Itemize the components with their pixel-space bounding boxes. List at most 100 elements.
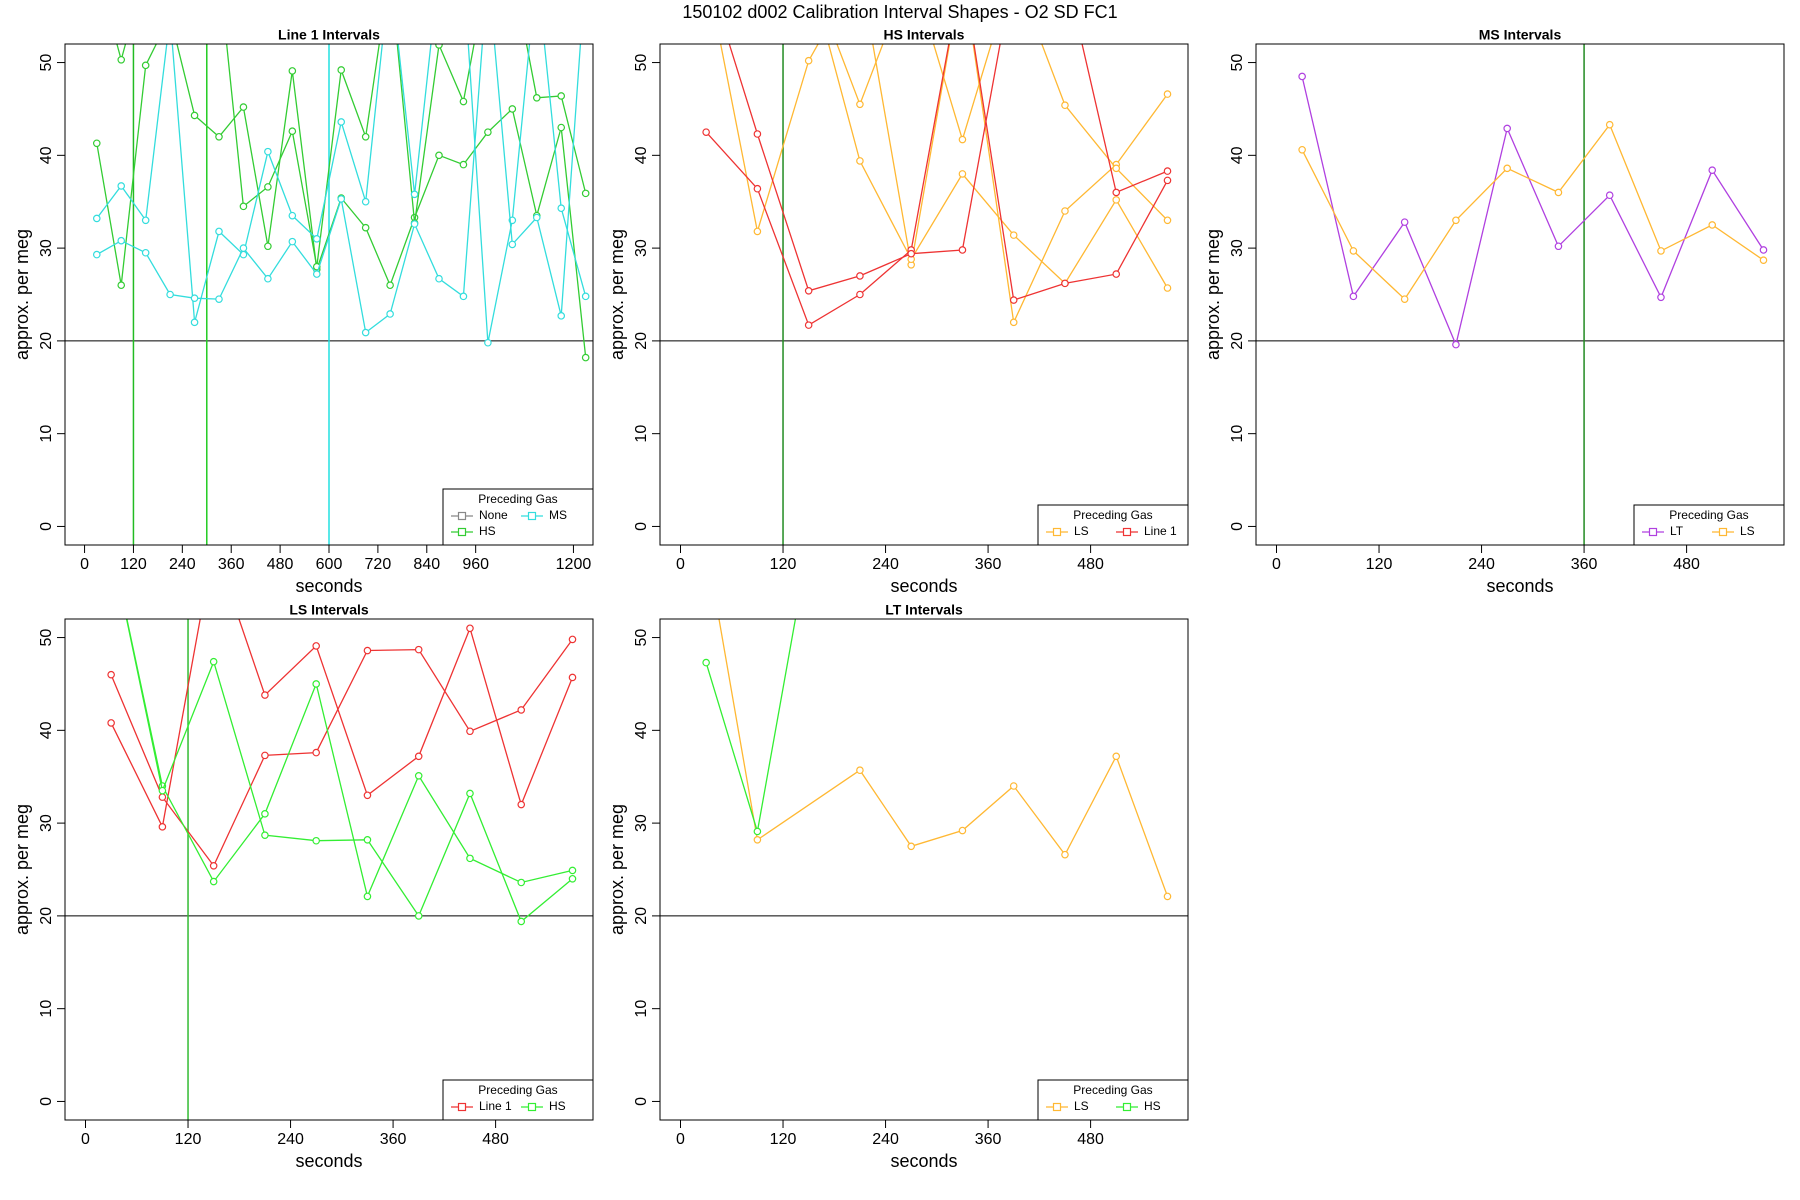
data-point — [1349, 292, 1358, 301]
y-tick-label: 40 — [1229, 146, 1246, 164]
data-point — [166, 290, 174, 299]
series-line — [1301, 76, 1765, 347]
legend-marker — [1718, 527, 1728, 537]
data-point — [804, 321, 813, 329]
y-tick-label: 10 — [38, 425, 55, 443]
series-line — [110, 619, 574, 829]
data-point — [312, 748, 320, 757]
data-point — [312, 836, 320, 845]
data-point — [414, 771, 423, 780]
data-point — [363, 646, 372, 655]
legend-marker — [527, 511, 537, 521]
data-point — [361, 328, 370, 337]
x-tick-label: 1200 — [556, 556, 592, 573]
plot-frame — [659, 618, 1189, 1121]
data-point — [581, 189, 590, 198]
x-tick-label: 0 — [81, 1131, 90, 1148]
panel-title: LS Intervals — [289, 602, 369, 618]
data-point — [141, 216, 150, 225]
data-point — [167, 13, 173, 19]
legend-label: LS — [1074, 524, 1089, 538]
y-tick-label: 20 — [38, 907, 55, 925]
data-point — [958, 826, 967, 835]
data-point — [568, 866, 577, 875]
x-axis-label: seconds — [890, 1151, 957, 1171]
legend-label: HS — [549, 1099, 566, 1113]
data-point — [117, 182, 126, 190]
plot-area — [1256, 44, 1784, 545]
data-point — [435, 274, 443, 283]
plot-area — [660, 44, 1188, 545]
y-tick-label: 40 — [633, 146, 650, 164]
data-point — [312, 642, 320, 650]
legend-marker — [1648, 527, 1658, 537]
data-point — [1112, 188, 1121, 197]
data-point — [532, 213, 541, 222]
panel: 0 120 240 360 480 0 10 20 30 40 50 seconds approx. p… — [607, 27, 1189, 596]
data-point — [557, 92, 566, 100]
y-tick-label: 50 — [633, 629, 650, 647]
series-line — [705, 44, 1169, 327]
data-point — [1708, 221, 1717, 229]
data-point — [312, 680, 320, 688]
plot-area — [65, 619, 593, 1120]
data-point — [1112, 196, 1121, 204]
legend: Preceding Gas Line 1 HS — [442, 1079, 594, 1121]
data-point — [410, 220, 419, 228]
data-point — [363, 791, 372, 800]
x-tick-label: 120 — [175, 1131, 202, 1148]
data-point — [190, 294, 199, 303]
y-tick-label: 50 — [1229, 54, 1246, 72]
data-point — [1298, 72, 1306, 81]
x-tick-label: 480 — [482, 1131, 509, 1148]
data-point — [312, 270, 321, 278]
y-tick-label: 50 — [633, 54, 650, 72]
data-point — [1163, 284, 1172, 292]
data-point — [1759, 246, 1768, 254]
data-point — [1009, 782, 1018, 790]
legend-label: MS — [549, 508, 567, 522]
data-point — [1009, 296, 1018, 304]
legend-title: Preceding Gas — [478, 1083, 557, 1097]
x-tick-label: 480 — [1673, 556, 1700, 573]
x-tick-label: 240 — [277, 1131, 304, 1148]
legend-marker — [457, 1102, 467, 1112]
legend: Preceding Gas LT LS — [1633, 504, 1785, 546]
data-point — [1400, 295, 1409, 303]
data-point — [1298, 145, 1306, 154]
data-point — [1554, 242, 1563, 251]
data-point — [288, 237, 297, 246]
data-point — [466, 789, 474, 798]
data-point — [261, 751, 269, 760]
data-point — [410, 190, 419, 199]
x-tick-label: 0 — [80, 556, 89, 573]
x-axis-label: seconds — [1486, 576, 1553, 596]
data-point — [804, 286, 813, 295]
y-tick-label: 30 — [38, 814, 55, 832]
legend-marker — [457, 527, 467, 537]
data-point — [856, 766, 864, 775]
x-tick-label: 240 — [169, 556, 196, 573]
series-line — [96, 44, 582, 334]
x-tick-label: 240 — [1468, 556, 1495, 573]
data-point — [190, 318, 199, 327]
legend-title: Preceding Gas — [478, 492, 557, 506]
data-point — [702, 128, 710, 136]
x-tick-label: 0 — [676, 1131, 685, 1148]
data-point — [753, 836, 762, 844]
data-point — [190, 111, 199, 120]
data-point — [517, 878, 526, 887]
legend-box — [1037, 1079, 1189, 1121]
data-point — [1503, 124, 1511, 133]
data-point — [261, 831, 269, 839]
x-tick-label: 0 — [1272, 556, 1281, 573]
panel: 0 120 240 360 480 0 10 20 30 40 50 seconds approx. p… — [1203, 27, 1785, 596]
data-point — [753, 130, 762, 138]
panel-title: HS Intervals — [884, 27, 965, 43]
y-tick-label: 20 — [1229, 332, 1246, 350]
x-tick-label: 480 — [1077, 1131, 1104, 1148]
data-point — [92, 214, 101, 223]
legend-label: Line 1 — [479, 1099, 512, 1113]
data-point — [264, 242, 272, 251]
